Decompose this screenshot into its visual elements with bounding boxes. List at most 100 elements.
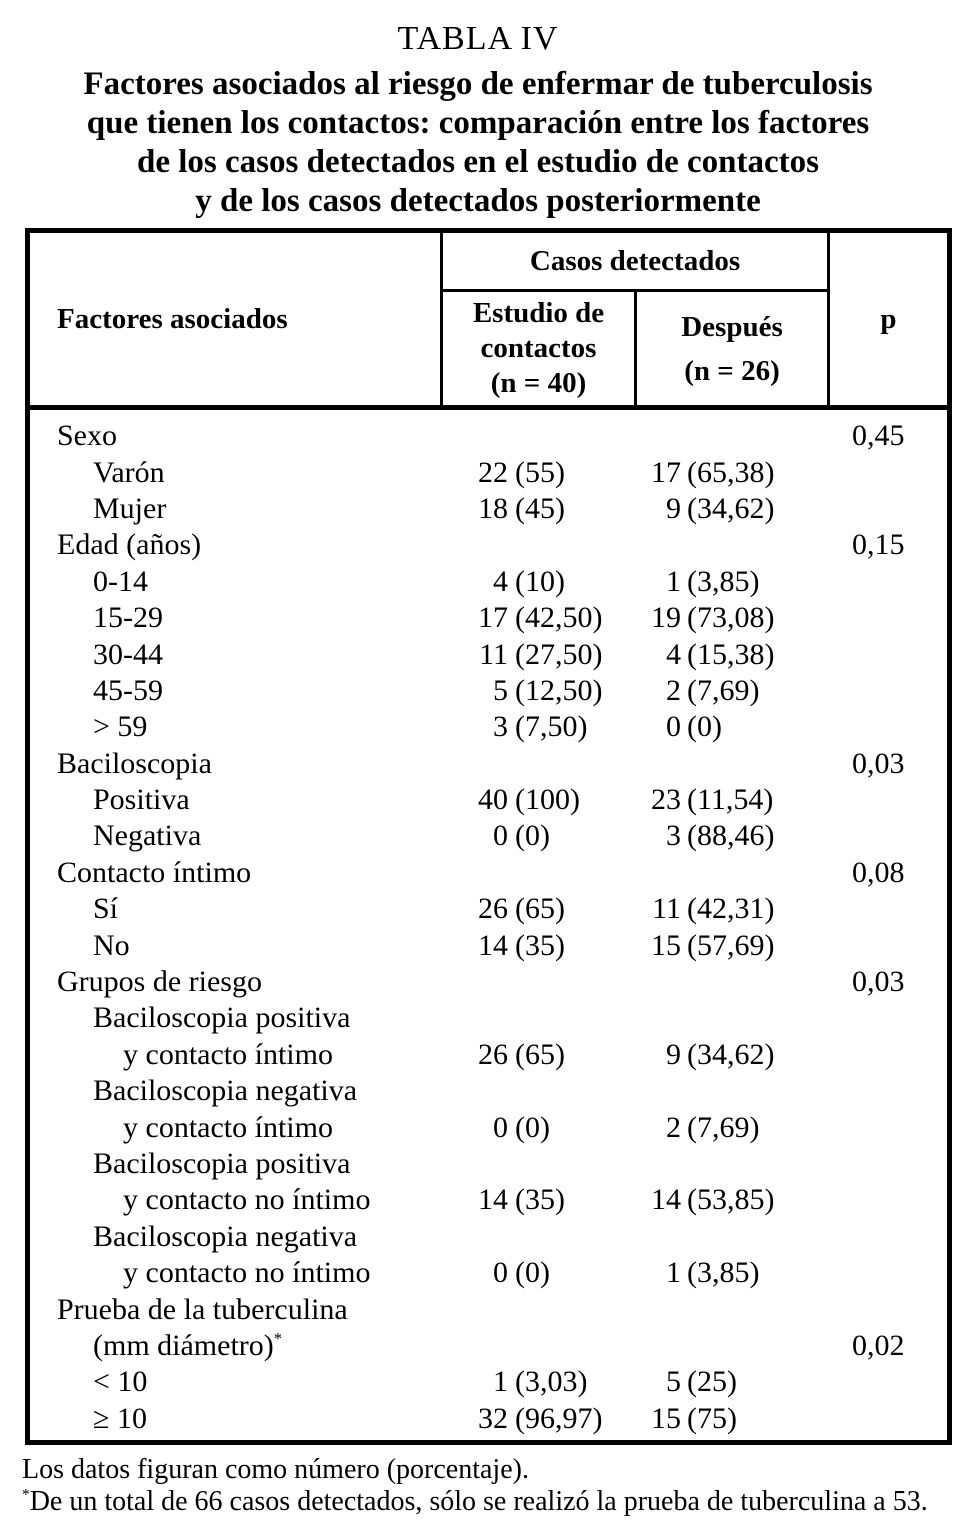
table-row: Contacto íntimo 0,08 [30, 855, 947, 891]
estudio-de-contactos-value: 0 (0) [443, 1111, 637, 1145]
header-col1-line: Estudio de [472, 297, 605, 329]
header-group-title: Casos detectados [443, 233, 827, 292]
estudio-de-contactos-value: 17 (42,50) [443, 601, 637, 635]
count-value: 14 [478, 928, 508, 962]
percentage-value: (65) [515, 1037, 565, 1071]
percentage-value: (35) [515, 928, 565, 962]
factor-label: 30-44 [93, 637, 163, 671]
table-row: Varón 22 (55) 17 (65,38) [30, 454, 947, 490]
percentage-value: (3,03) [515, 1365, 588, 1399]
table-row: 30-44 11 (27,50) 4 (15,38) [30, 636, 947, 672]
factor-label: Prueba de la tuberculina [57, 1292, 348, 1326]
factor-label: Baciloscopia [57, 746, 212, 780]
table-caption: Factores asociados al riesgo de enfermar… [0, 65, 956, 221]
table-row: (mm diámetro)* 0,02 [30, 1328, 947, 1364]
despues-value: 15 (75) [637, 1402, 830, 1436]
count-value: 0 [493, 1110, 508, 1144]
percentage-value: (88,46) [687, 819, 775, 853]
despues-value: 1 (3,85) [637, 565, 830, 599]
estudio-de-contactos-value: 0 (0) [443, 1256, 637, 1290]
table-row: 15-29 17 (42,50) 19 (73,08) [30, 600, 947, 636]
footnote-marker: * [273, 1328, 283, 1348]
percentage-value: (35) [515, 1183, 565, 1217]
table-caption-line: que tienen los contactos: comparación en… [86, 105, 870, 141]
count-value: 4 [493, 564, 508, 598]
table-row: Sí 26 (65) 11 (42,31) [30, 891, 947, 927]
count-value: 17 [478, 601, 508, 635]
table-row: Baciloscopia 0,03 [30, 746, 947, 782]
estudio-de-contactos-value: 0 (0) [443, 819, 637, 853]
factor-label: Baciloscopia negativa [93, 1074, 358, 1108]
percentage-value: (25) [687, 1365, 737, 1399]
count-value: 9 [666, 491, 681, 525]
count-value: 3 [493, 710, 508, 744]
despues-value: 4 (15,38) [637, 638, 830, 672]
count-value: 14 [478, 1183, 508, 1217]
header-p-column: p [880, 302, 897, 335]
estudio-de-contactos-value: 32 (96,97) [443, 1402, 637, 1436]
count-value: 0 [493, 1256, 508, 1290]
count-value: 1 [493, 1365, 508, 1399]
count-value: 17 [651, 455, 681, 489]
factor-label: Baciloscopia negativa [93, 1219, 358, 1253]
percentage-value: (57,69) [687, 928, 775, 962]
count-value: 1 [666, 1256, 681, 1290]
percentage-value: (15,38) [687, 637, 775, 671]
percentage-value: (3,85) [687, 1256, 760, 1290]
despues-value: 19 (73,08) [637, 601, 830, 635]
table-row: No 14 (35) 15 (57,69) [30, 927, 947, 963]
estudio-de-contactos-value: 40 (100) [443, 783, 637, 817]
count-value: 5 [666, 1365, 681, 1399]
data-table: Factores asociados Casos detectados Estu… [25, 228, 952, 1445]
header-col2-line: Después [681, 310, 783, 343]
factor-label: Baciloscopia positiva [93, 1001, 351, 1035]
factor-label: > 59 [93, 710, 148, 744]
percentage-value: (7,50) [515, 710, 588, 744]
count-value: 14 [651, 1183, 681, 1217]
p-value: 0,02 [852, 1328, 905, 1362]
factor-label: Negativa [93, 819, 202, 853]
table-row: Positiva 40 (100) 23 (11,54) [30, 782, 947, 818]
table-caption-line: y de los casos detectados posteriormente [195, 183, 761, 219]
factor-label: Sexo [57, 419, 117, 453]
table-caption-line: de los casos detectados en el estudio de… [137, 144, 819, 180]
percentage-value: (27,50) [515, 637, 603, 671]
factor-label: y contacto íntimo [123, 1037, 333, 1071]
percentage-value: (12,50) [515, 673, 603, 707]
percentage-value: (34,62) [687, 491, 775, 525]
factor-label: Positiva [93, 783, 190, 817]
count-value: 15 [651, 928, 681, 962]
count-value: 4 [666, 637, 681, 671]
factor-label: 0-14 [93, 564, 148, 598]
p-value: 0,03 [852, 965, 905, 999]
percentage-value: (3,85) [687, 564, 760, 598]
header-col-estudio-de-contactos: Estudio de contactos (n = 40) [443, 292, 637, 405]
count-value: 9 [666, 1037, 681, 1071]
factor-label: Contacto íntimo [57, 855, 252, 889]
factor-label: < 10 [93, 1365, 148, 1399]
p-value: 0,45 [852, 419, 905, 453]
percentage-value: (65) [515, 892, 565, 926]
table-row: y contacto no íntimo 0 (0) 1 (3,85) [30, 1255, 947, 1291]
despues-value: 1 (3,85) [637, 1256, 830, 1290]
table-row: 45-59 5 (12,50) 2 (7,69) [30, 673, 947, 709]
estudio-de-contactos-value: 14 (35) [443, 1183, 637, 1217]
header-factors: Factores asociados [30, 233, 443, 405]
estudio-de-contactos-value: 3 (7,50) [443, 710, 637, 744]
footnotes: Los datos figuran como número (porcentaj… [22, 1454, 928, 1518]
count-value: 19 [651, 601, 681, 635]
factor-label: Grupos de riesgo [57, 965, 262, 999]
estudio-de-contactos-value: 26 (65) [443, 892, 637, 926]
table-header: Factores asociados Casos detectados Estu… [30, 233, 947, 410]
count-value: 23 [651, 783, 681, 817]
count-value: 0 [493, 819, 508, 853]
table-row: 0-14 4 (10) 1 (3,85) [30, 564, 947, 600]
count-value: 22 [478, 455, 508, 489]
count-value: 5 [493, 673, 508, 707]
percentage-value: (0) [515, 1110, 550, 1144]
estudio-de-contactos-value: 22 (55) [443, 456, 637, 490]
count-value: 3 [666, 819, 681, 853]
table-row: Sexo 0,45 [30, 418, 947, 454]
percentage-value: (0) [515, 819, 550, 853]
